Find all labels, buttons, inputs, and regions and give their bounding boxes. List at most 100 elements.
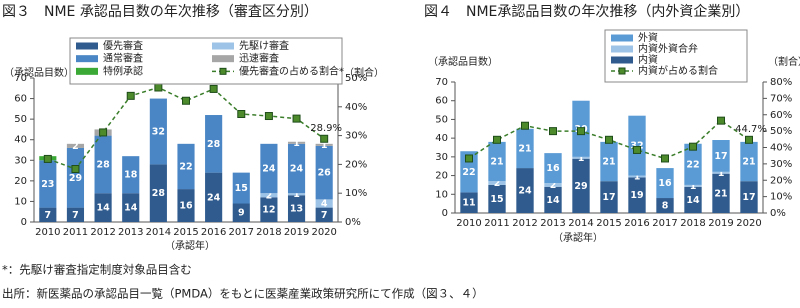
segment-label: 21 [518,143,531,154]
x-tick-label: 2017 [229,227,254,238]
x-tick-label: 2020 [311,227,336,238]
y-tick-label: 10 [435,189,448,200]
segment-label: 11 [462,198,475,209]
bar-segment [600,181,618,213]
x-tick-label: 2011 [484,218,509,229]
segment-label: 8 [662,201,669,212]
bar-segment [656,198,674,213]
y-tick-label: 60 [435,96,448,107]
ratio-marker [320,134,329,143]
ratio-marker [717,116,725,125]
bar-segment [39,160,57,208]
y-tick-label: 10 [14,196,27,207]
segment-label: 17 [602,192,615,203]
y-axis-title: （承認品目数） [428,55,498,68]
bar-segment [628,115,646,176]
y-tick-label: 30 [435,152,448,163]
ratio-marker [689,142,697,151]
legend-swatch [76,67,98,75]
bar-segment [177,189,195,222]
y-tick-label: 0 [442,208,448,219]
bar-segment [66,143,85,148]
bar-segment [516,168,534,213]
legend-swatch [76,42,98,50]
segment-label: 1 [321,140,328,151]
y-tick-label: 40 [14,135,27,146]
x-tick-label: 2018 [256,227,281,238]
bar-segment [544,186,562,213]
segment-label: 24 [262,164,276,175]
y-tick-label: 20 [14,176,27,187]
y2-axis-title: （割合） [768,55,800,68]
x-tick-label: 2017 [652,218,677,229]
x-tick-label: 2019 [708,218,733,229]
bar-segment [66,207,85,222]
segment-label: 17 [742,192,755,203]
x-tick-label: 2010 [35,227,60,238]
y2-tick-label: 20% [345,159,367,170]
bar-segment [232,203,250,222]
segment-label: 7 [72,210,79,221]
x-axis-title: （承認年） [165,239,215,252]
y2-tick-label: 50% [770,126,792,137]
segment-label: 21 [490,157,503,168]
bar-segment [260,197,278,222]
bar-segment [460,192,478,213]
y-tick-label: 50 [14,114,27,125]
x-axis-title: （承認年） [553,231,603,244]
x-tick-label: 2018 [680,218,705,229]
bar-segment [544,153,562,184]
ratio-marker [43,154,52,163]
bar-segment [315,145,333,200]
legend-label: 特例承認 [103,64,143,77]
legend-label: 優先審査の占める割合* [239,64,344,77]
y-tick-label: 40 [435,133,448,144]
segment-label: 13 [290,204,303,215]
legend-label: 優先審査 [103,39,143,52]
segment-label: 24 [518,186,532,197]
ratio-marker [292,114,301,123]
segment-label: 14 [686,195,700,206]
bar-segment [600,141,618,182]
segment-label: 14 [124,203,138,214]
bar-segment [488,181,506,185]
bar-segment [315,143,333,146]
ratio-marker [661,154,669,163]
ratio-label: 44.7% [735,124,767,135]
x-tick-label: 2020 [736,218,761,229]
ratio-label: 28.9% [310,123,342,134]
bar-segment [628,175,646,178]
y-tick-label: 50 [435,114,448,125]
legend-label: 先駆け審査 [239,39,289,52]
bar-segment [572,156,590,159]
y-tick-label: 70 [435,77,448,88]
bar-segment [94,193,112,222]
segment-label: 1 [293,189,300,200]
segment-label: 26 [318,168,332,179]
ratio-marker [264,112,273,121]
segment-label: 22 [686,159,699,170]
bar-segment [260,193,278,198]
legend-label: 内資 [638,53,658,66]
segment-label: 1 [293,138,300,149]
bar-segment [287,143,306,194]
ratio-marker [633,145,641,154]
ratio-marker [182,96,190,105]
y-axis-title: （承認品目数） [4,66,74,79]
x-tick-label: 2010 [456,218,481,229]
bar-segment [315,199,333,208]
y-tick-label: 30 [14,155,27,166]
bar-segment [656,168,674,199]
ratio-marker [154,83,163,92]
segment-label: 23 [41,179,54,190]
bar-segment [149,98,167,165]
bar-segment [684,143,702,185]
bar-segment [39,207,57,222]
legend-swatch [611,56,633,64]
x-tick-label: 2014 [146,227,171,238]
segment-label: 24 [207,192,221,203]
bar-segment [684,186,702,213]
y2-tick-label: 50% [345,73,367,84]
legend-label: 外資 [638,32,658,44]
ratio-marker [493,135,501,144]
